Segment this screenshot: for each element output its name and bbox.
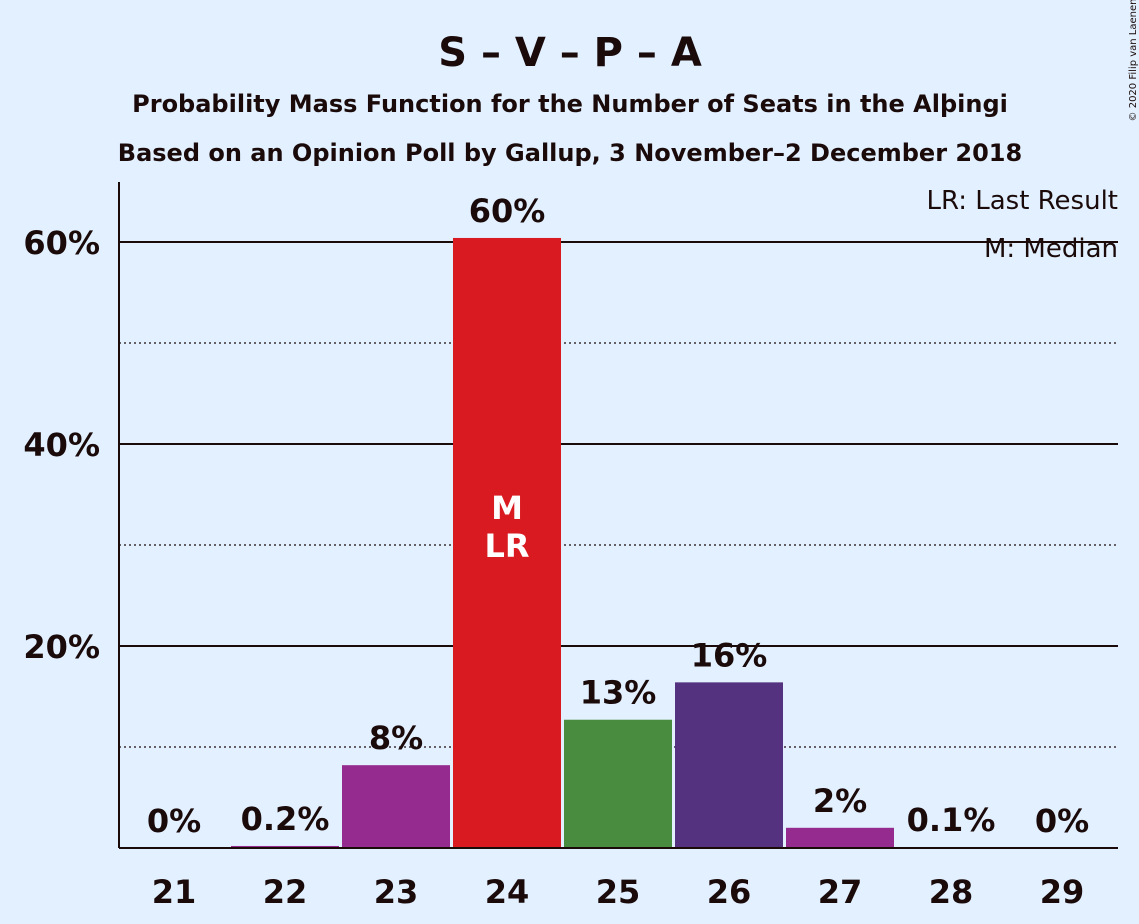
bar-annotations: MLR <box>484 489 529 565</box>
bar-seats-23 <box>342 765 450 848</box>
bar-value-labels: 0% 0.2% 8% 60% 13% 16% 2% 0.1% 0% <box>147 192 1089 840</box>
x-tick-label: 28 <box>929 873 974 911</box>
bar-value-label: 0% <box>1035 802 1089 840</box>
bar-seats-22 <box>231 845 339 848</box>
bar-value-label: 13% <box>580 674 657 712</box>
bar-seats-24 <box>453 237 561 848</box>
legend-median: M: Median <box>984 234 1118 264</box>
x-tick-label: 25 <box>596 873 641 911</box>
x-tick-label: 29 <box>1040 873 1085 911</box>
x-tick-label: 24 <box>485 873 530 911</box>
y-tick-label: 60% <box>23 224 100 262</box>
bar-value-label: 0.1% <box>907 801 996 839</box>
legend-last-result: LR: Last Result <box>926 186 1118 216</box>
x-tick-label: 26 <box>707 873 752 911</box>
bar-value-label: 60% <box>469 192 546 230</box>
bars <box>231 237 1005 848</box>
gridlines <box>119 241 1118 748</box>
x-tick-label: 22 <box>263 873 308 911</box>
y-tick-label: 20% <box>23 628 100 666</box>
last-result-marker: LR <box>484 527 529 565</box>
chart-title: S – V – P – A <box>438 30 702 76</box>
x-axis-ticks: 21 22 23 24 25 26 27 28 29 <box>152 873 1085 911</box>
chart-subtitle-1: Probability Mass Function for the Number… <box>132 90 1008 118</box>
bar-value-label: 8% <box>369 719 423 757</box>
y-tick-label: 40% <box>23 426 100 464</box>
chart-subtitle-2: Based on an Opinion Poll by Gallup, 3 No… <box>118 139 1022 167</box>
bar-seats-25 <box>564 719 672 848</box>
copyright-note: © 2020 Filip van Laenen <box>1128 0 1139 121</box>
bar-seats-26 <box>675 682 783 848</box>
bar-value-label: 0% <box>147 802 201 840</box>
x-tick-label: 23 <box>374 873 419 911</box>
bar-seats-27 <box>786 827 894 848</box>
bar-value-label: 0.2% <box>241 800 330 838</box>
median-marker: M <box>491 489 523 527</box>
x-tick-label: 27 <box>818 873 863 911</box>
x-tick-label: 21 <box>152 873 197 911</box>
bar-value-label: 2% <box>813 782 867 820</box>
y-axis-ticks: 20% 40% 60% <box>23 224 100 666</box>
bar-value-label: 16% <box>691 636 768 674</box>
